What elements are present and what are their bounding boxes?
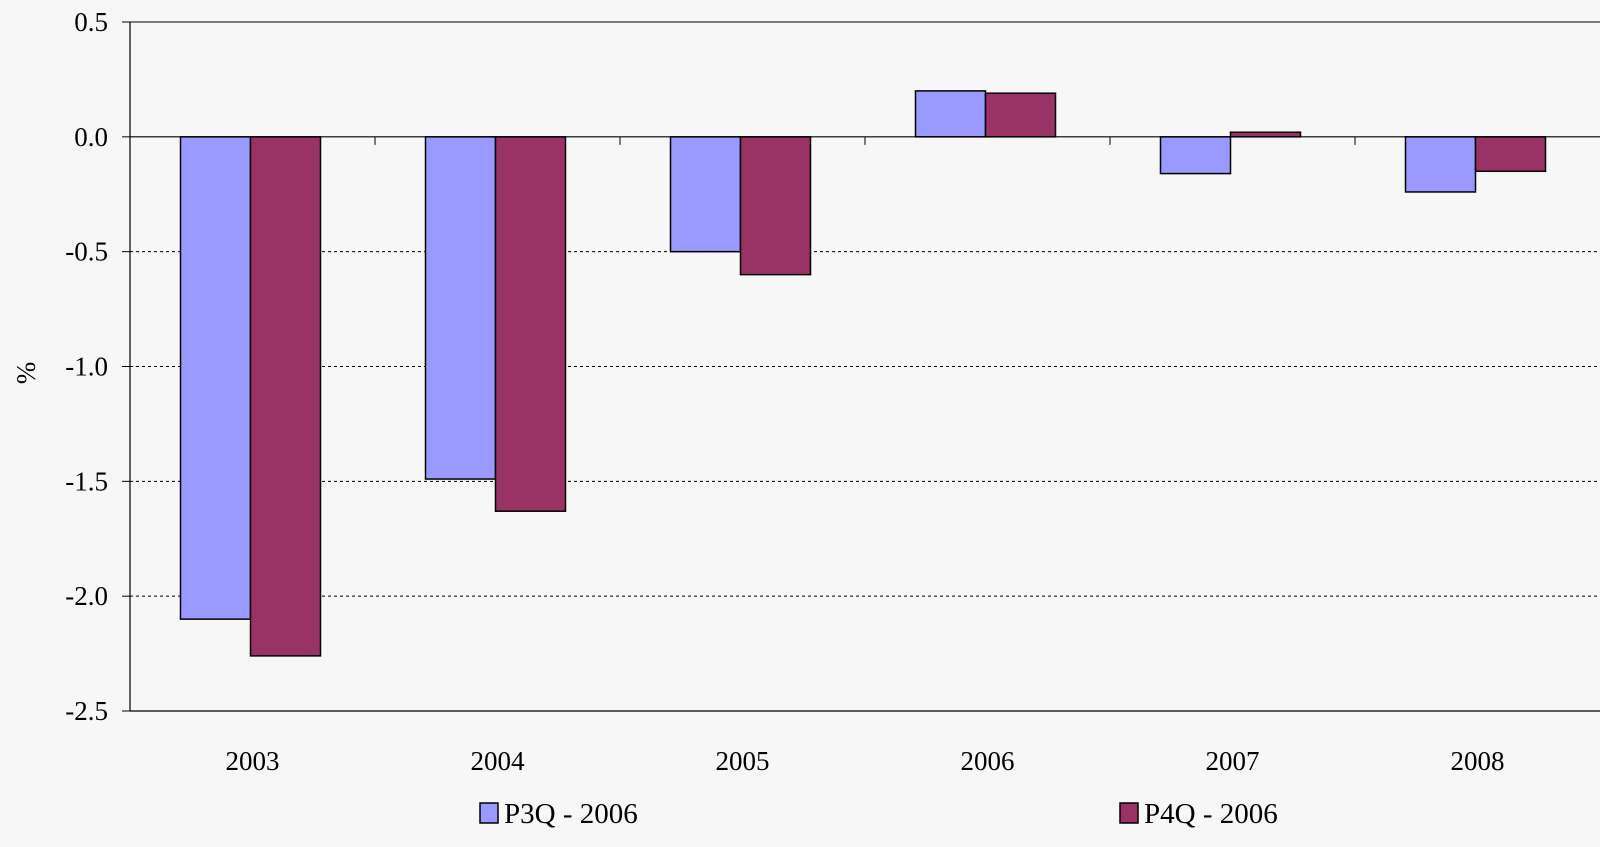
x-tick-label: 2004 (471, 746, 526, 776)
x-tick-label: 2007 (1206, 746, 1260, 776)
bar-p3q-2006-2004 (424, 136, 497, 480)
x-tick-label: 2008 (1451, 746, 1505, 776)
gridlines (130, 21, 1600, 597)
bar-p4q-2006-2007 (1229, 131, 1302, 138)
bar-p4q-2006-2003 (249, 136, 322, 657)
legend-swatch (479, 802, 499, 824)
y-tick-labels: 0.5 0.0 -0.5 -1.0 -1.5 -2.0 -2.5 (65, 7, 108, 726)
bar-p3q-2006-2003 (179, 136, 252, 620)
bar-p4q-2006-2006 (984, 92, 1057, 138)
x-tick-label: 2005 (716, 746, 770, 776)
y-tick-label: 0.0 (74, 122, 108, 152)
legend-label: P3Q - 2006 (504, 798, 638, 830)
y-tick-label: 0.5 (74, 7, 108, 37)
legend-label: P4Q - 2006 (1144, 798, 1278, 830)
x-tick-labels: 2003 2004 2005 2006 2007 2008 (226, 746, 1505, 776)
y-tick-label: -1.0 (65, 352, 108, 382)
y-axis-label: % (11, 362, 41, 385)
bar-p4q-2006-2004 (494, 136, 567, 512)
x-tick-label: 2006 (961, 746, 1015, 776)
legend: P3Q - 2006 P4Q - 2006 (479, 798, 1278, 830)
y-tick-label: -2.0 (65, 581, 108, 611)
bar-p4q-2006-2008 (1474, 136, 1547, 173)
y-tick-label: -2.5 (65, 696, 108, 726)
bar-p3q-2006-2007 (1159, 136, 1232, 175)
x-tick-label: 2003 (226, 746, 280, 776)
y-tick-label: -0.5 (65, 237, 108, 267)
legend-swatch (1119, 802, 1139, 824)
bar-p4q-2006-2005 (739, 136, 812, 276)
bars (179, 90, 1547, 657)
y-tick-label: -1.5 (65, 466, 108, 496)
axes (122, 21, 1600, 712)
bar-p3q-2006-2008 (1404, 136, 1477, 193)
bar-p3q-2006-2006 (914, 90, 987, 138)
bar-p3q-2006-2005 (669, 136, 742, 253)
